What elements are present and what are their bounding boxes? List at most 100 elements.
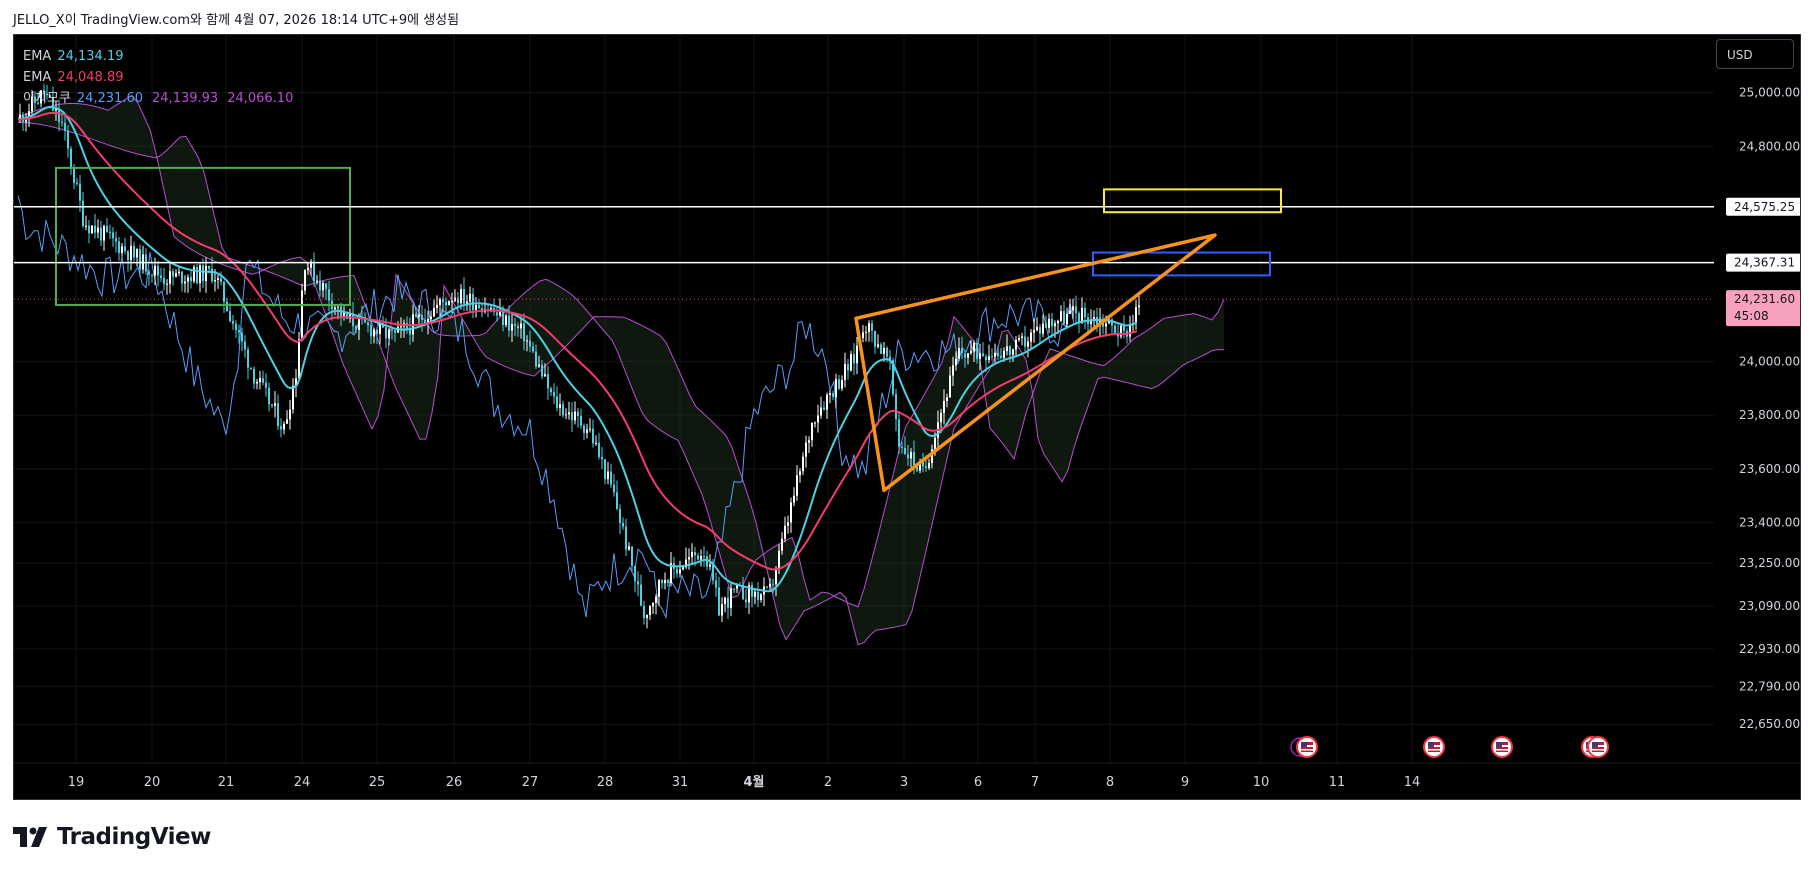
time-axis-label: 14 xyxy=(1404,775,1421,790)
time-axis-label: 6 xyxy=(974,775,982,790)
us-flag-icon[interactable] xyxy=(1587,736,1609,758)
time-axis-label: 7 xyxy=(1031,775,1039,790)
candle-body xyxy=(154,265,156,276)
candle-body xyxy=(502,309,504,325)
candle-body xyxy=(844,363,846,380)
candle-body xyxy=(505,315,507,325)
candle-body xyxy=(112,232,114,239)
green-box-drawing[interactable] xyxy=(55,166,351,306)
candle-body xyxy=(532,346,534,352)
candle-body xyxy=(244,341,246,350)
triangle-drawing[interactable] xyxy=(854,233,1217,493)
price-chart[interactable]: 25,000.00 24,800.00 24,000.00 23,800.00 23,6… xyxy=(14,35,1800,799)
candle-body xyxy=(559,404,561,408)
candle-body xyxy=(931,449,933,464)
candle-body xyxy=(676,568,678,574)
price-axis-label: 22,650.00 xyxy=(1739,717,1800,731)
candle-body xyxy=(580,416,582,426)
candle-body xyxy=(841,379,843,389)
candle-body xyxy=(163,278,165,285)
candle-body xyxy=(721,604,723,616)
time-axis[interactable]: 19 20 21 24 25 26 27 28 31 4월 2 3 6 7 8 9 10 11 14 xyxy=(14,762,1800,790)
time-axis-label: 31 xyxy=(672,775,689,790)
candle-body xyxy=(865,331,867,333)
legend-ema-fast-label: EMA xyxy=(23,49,52,64)
currency-button[interactable]: USD xyxy=(1716,39,1794,69)
time-axis-label: 8 xyxy=(1106,775,1114,790)
candle-body xyxy=(274,403,276,406)
candle-body xyxy=(451,300,453,302)
candle-body xyxy=(277,403,279,427)
candle-body xyxy=(775,569,777,585)
candle-body xyxy=(1039,326,1041,334)
last-price-value: 24,231.60 xyxy=(1734,292,1795,306)
candle-body xyxy=(1000,355,1002,358)
candle-body xyxy=(259,378,261,383)
candle-body xyxy=(655,596,657,603)
price-axis-label: 24,800.00 xyxy=(1739,139,1800,153)
candle-body xyxy=(79,183,81,201)
candle-body xyxy=(121,246,123,253)
candle-body xyxy=(538,364,540,367)
candle-body xyxy=(1123,325,1125,331)
candle-body xyxy=(1033,330,1035,333)
candle-body xyxy=(439,299,441,305)
us-flag-icon[interactable] xyxy=(1423,736,1445,758)
us-flag-icon[interactable] xyxy=(1296,736,1318,758)
price-level-label-2: 24,367.31 xyxy=(1726,253,1800,272)
candle-body xyxy=(718,587,720,616)
us-flag-icon[interactable] xyxy=(1491,736,1513,758)
candle-body xyxy=(820,407,822,416)
candle-body xyxy=(754,591,756,597)
candle-body xyxy=(868,323,870,332)
candle-body xyxy=(1030,332,1032,342)
candle-body xyxy=(1120,325,1122,337)
candle-body xyxy=(292,385,294,410)
candle-body xyxy=(1096,317,1098,326)
candle-body xyxy=(94,225,96,233)
candle-body xyxy=(1075,306,1077,314)
price-level-label-1: 24,575.25 xyxy=(1726,197,1800,216)
candle-body xyxy=(901,446,903,448)
legend-ichimoku[interactable]: 이치모쿠 24,231.60 24,139.93 24,066.10 xyxy=(23,88,302,109)
candle-body xyxy=(445,301,447,306)
candle-body xyxy=(109,231,111,233)
candle-body xyxy=(1066,313,1068,324)
candle-body xyxy=(712,564,714,581)
yellow-box-drawing[interactable] xyxy=(1103,188,1282,214)
chart-pane[interactable]: 25,000.00 24,800.00 24,000.00 23,800.00 23,6… xyxy=(13,34,1801,800)
legend-ema-slow-value: 24,048.89 xyxy=(57,70,124,85)
candle-body xyxy=(526,340,528,342)
candle-body xyxy=(706,556,708,567)
candle-body xyxy=(367,322,369,326)
candle-body xyxy=(19,114,21,120)
candle-body xyxy=(424,319,426,324)
candle-body xyxy=(289,409,291,420)
legend-ema-slow[interactable]: EMA 24,048.89 xyxy=(23,67,302,88)
time-axis-label: 10 xyxy=(1253,775,1270,790)
candle-body xyxy=(220,278,222,282)
legend-ema-fast[interactable]: EMA 24,134.19 xyxy=(23,46,302,67)
candle-body xyxy=(1003,350,1005,358)
price-axis[interactable]: 25,000.00 24,800.00 24,000.00 23,800.00 23,6… xyxy=(1726,86,1800,732)
candle-body xyxy=(1051,318,1053,327)
candle-body xyxy=(583,425,585,433)
candle-body xyxy=(1111,319,1113,326)
candle-body xyxy=(373,329,375,337)
candle-body xyxy=(151,274,153,276)
candle-body xyxy=(97,227,99,233)
candle-body xyxy=(265,382,267,388)
candle-body xyxy=(322,283,324,291)
economic-events-row[interactable] xyxy=(1290,736,1609,758)
candle-body xyxy=(127,251,129,261)
time-axis-label: 11 xyxy=(1329,775,1346,790)
candle-body xyxy=(622,522,624,527)
candle-body xyxy=(328,289,330,301)
time-axis-label: 19 xyxy=(68,775,85,790)
last-price-tag: 24,231.60 45:08 xyxy=(1726,290,1800,327)
candle-body xyxy=(796,475,798,496)
senkou-span-b xyxy=(17,121,1225,646)
candle-body xyxy=(982,353,984,357)
candle-body xyxy=(49,95,51,98)
candle-body xyxy=(82,200,84,226)
